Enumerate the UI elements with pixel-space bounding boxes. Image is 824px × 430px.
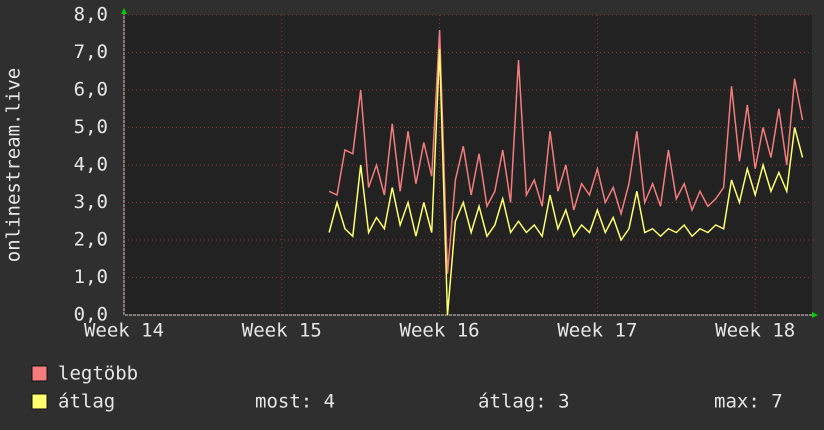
- y-tick-label: 3,0: [74, 191, 108, 213]
- y-tick-label: 0,0: [74, 304, 108, 326]
- x-arrow: [812, 312, 818, 318]
- series-line: [328, 29, 804, 274]
- y-tick-label: 2,0: [74, 229, 108, 251]
- stat-label: most: 4: [255, 391, 335, 413]
- x-tick-label: Week 18: [715, 320, 795, 342]
- x-tick-label: Week 14: [84, 320, 164, 342]
- x-tick-label: Week 15: [242, 320, 322, 342]
- y-tick-label: 4,0: [74, 154, 108, 176]
- x-tick-label: Week 17: [557, 320, 637, 342]
- legend-swatch: [31, 393, 48, 410]
- y-tick-label: 7,0: [74, 41, 108, 63]
- y-tick-label: 8,0: [74, 4, 108, 26]
- legend-label: legtöbb: [58, 363, 138, 385]
- y-arrow: [121, 8, 127, 14]
- y-tick-label: 5,0: [74, 116, 108, 138]
- series-line: [328, 48, 804, 316]
- legend-swatch: [31, 365, 48, 382]
- y-tick-label: 1,0: [74, 266, 108, 288]
- stat-label: átlag: 3: [478, 391, 570, 413]
- stat-label: max: 7: [714, 391, 783, 413]
- y-axis-label: onlinestream.live: [3, 68, 25, 262]
- x-tick-label: Week 16: [400, 320, 480, 342]
- y-tick-label: 6,0: [74, 79, 108, 101]
- legend-label: átlag: [58, 391, 115, 413]
